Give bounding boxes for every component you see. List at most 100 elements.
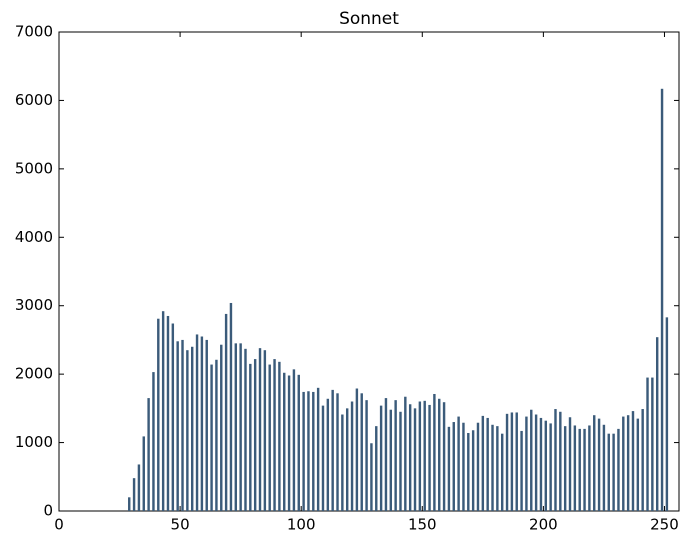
bar [360, 393, 363, 511]
bar [152, 372, 155, 511]
bar [428, 404, 431, 511]
bar [195, 334, 199, 511]
bar [205, 339, 208, 511]
bar [399, 411, 402, 511]
bar [312, 391, 315, 511]
bar [622, 416, 625, 511]
bar [438, 398, 441, 511]
y-tick-label: 7000 [15, 23, 53, 41]
x-tick-label: 0 [54, 516, 64, 534]
bar [607, 433, 610, 511]
bar [578, 428, 581, 511]
y-tick-label: 2000 [15, 365, 53, 383]
y-tick-label: 6000 [15, 91, 53, 109]
bar [370, 443, 373, 511]
bar [452, 422, 455, 511]
bar [467, 432, 470, 511]
x-tick-label: 250 [650, 516, 679, 534]
bar [244, 348, 247, 511]
bar [302, 391, 305, 511]
bar [336, 393, 339, 511]
bar [229, 302, 233, 511]
bar [660, 88, 664, 511]
bar [166, 315, 170, 511]
bar [341, 414, 344, 511]
bar [249, 363, 252, 511]
bar [408, 404, 412, 511]
bar [394, 400, 397, 511]
bar [326, 398, 330, 511]
bar [345, 408, 349, 511]
bar [132, 478, 136, 511]
bar [321, 405, 325, 511]
bar [137, 464, 141, 511]
bar [433, 393, 436, 511]
bar [568, 417, 572, 511]
x-tick-label: 100 [287, 516, 316, 534]
bar [128, 497, 131, 511]
bar [190, 346, 194, 511]
y-tick-label: 5000 [15, 159, 53, 177]
bar [142, 436, 145, 511]
bar [520, 430, 523, 511]
bar [530, 409, 533, 511]
bar [539, 417, 543, 511]
x-tick-label: 150 [408, 516, 437, 534]
bar [215, 359, 218, 511]
bar [418, 401, 422, 511]
bar [365, 400, 368, 511]
bar [350, 401, 354, 511]
bar [389, 409, 393, 511]
bar [239, 343, 242, 511]
bar [491, 424, 494, 511]
x-tick-label: 50 [171, 516, 190, 534]
bar [559, 411, 562, 511]
bar [307, 391, 310, 511]
bar [161, 311, 165, 511]
bar [447, 426, 451, 511]
bar [505, 413, 509, 511]
bar [273, 359, 276, 511]
bar [496, 426, 499, 511]
bar [651, 377, 654, 511]
bar [375, 426, 378, 511]
bar [283, 372, 286, 511]
bar [655, 337, 659, 511]
bar [200, 336, 204, 511]
bar [457, 416, 460, 511]
chart-title: Sonnet [339, 9, 399, 29]
y-tick-label: 0 [43, 502, 53, 520]
bar [147, 398, 150, 511]
bar [413, 408, 417, 511]
bar [331, 389, 334, 511]
y-tick-label: 1000 [15, 433, 53, 451]
bar [157, 318, 160, 511]
bar [476, 422, 480, 511]
bar [292, 369, 296, 511]
bar [210, 364, 213, 511]
bar [563, 426, 567, 511]
bar [297, 374, 300, 511]
bar [423, 400, 426, 511]
bar [234, 343, 238, 511]
bar [515, 412, 518, 511]
bar [544, 420, 548, 511]
bar [471, 430, 475, 511]
bar [573, 425, 577, 511]
bar [549, 423, 552, 511]
bar [384, 398, 388, 511]
bar [534, 414, 538, 511]
bar [462, 422, 465, 511]
bar [171, 323, 175, 511]
bar [224, 313, 228, 511]
bar [646, 377, 649, 511]
bar [597, 418, 601, 511]
bar [583, 428, 586, 511]
bar [404, 396, 407, 511]
bar [379, 405, 383, 511]
bar [602, 424, 606, 511]
bar [554, 409, 557, 511]
bar [510, 412, 514, 511]
bar [220, 344, 223, 511]
